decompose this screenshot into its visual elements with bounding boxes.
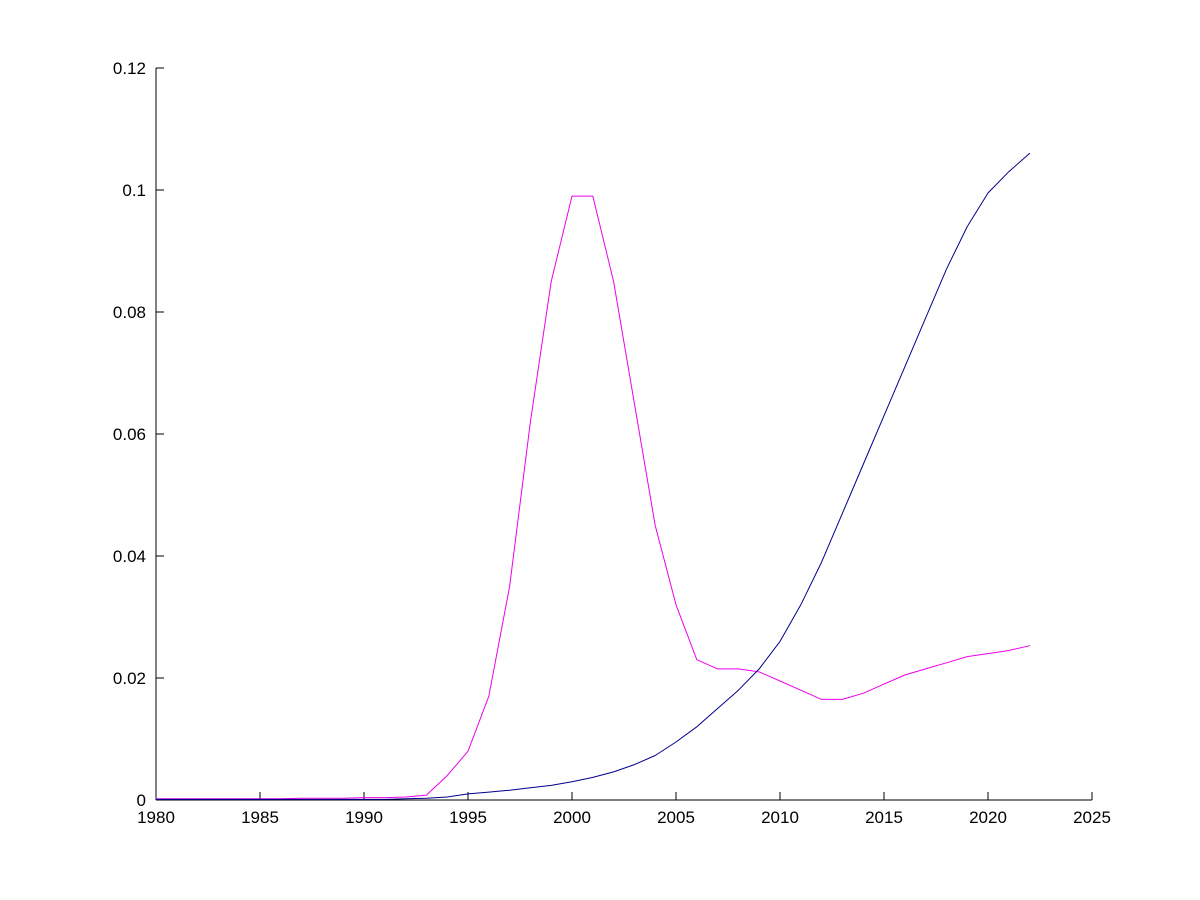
x-tick-label: 2000: [553, 808, 591, 827]
series-line-blue-series: [155, 152, 1031, 800]
y-tick-label: 0.1: [122, 181, 146, 200]
x-tick-label: 1995: [449, 808, 487, 827]
x-tick-label: 2020: [969, 808, 1007, 827]
x-tick-label: 2025: [1073, 808, 1111, 827]
y-tick-label: 0.04: [113, 547, 146, 566]
y-tick-label: 0.06: [113, 425, 146, 444]
y-tick-label: 0.12: [113, 59, 146, 78]
series-line-magenta-series: [155, 195, 1031, 800]
y-tick-label: 0.08: [113, 303, 146, 322]
y-tick-label: 0.02: [113, 669, 146, 688]
x-tick-label: 1990: [345, 808, 383, 827]
x-tick-label: 2005: [657, 808, 695, 827]
x-tick-label: 1980: [137, 808, 175, 827]
x-tick-label: 2015: [865, 808, 903, 827]
x-tick-label: 2010: [761, 808, 799, 827]
x-tick-label: 1985: [241, 808, 279, 827]
y-tick-label: 0: [137, 791, 146, 810]
